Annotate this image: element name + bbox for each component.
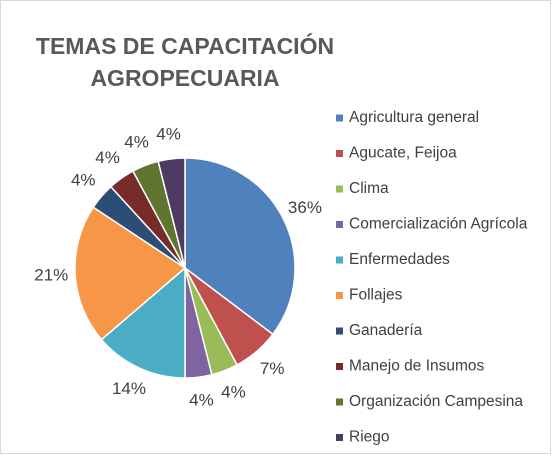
data-label: 4% bbox=[156, 125, 181, 144]
legend-marker bbox=[336, 114, 343, 122]
data-label: 4% bbox=[71, 170, 96, 189]
data-label: 4% bbox=[124, 133, 149, 152]
data-label: 36% bbox=[288, 198, 322, 217]
pie-slice bbox=[100, 266, 186, 379]
legend-marker bbox=[336, 221, 343, 228]
pie-slice bbox=[184, 157, 296, 336]
legend-marker bbox=[336, 185, 343, 193]
legend-label: Manejo de Insumos bbox=[349, 358, 485, 375]
legend-label: Enfermedades bbox=[349, 251, 450, 268]
chart-title: TEMAS DE CAPACITACIÓN AGROPECUARIA bbox=[36, 32, 334, 91]
legend-marker bbox=[336, 327, 343, 335]
legend-marker bbox=[336, 434, 343, 441]
legend-label: Riego bbox=[349, 429, 390, 446]
legend-label: Ganadería bbox=[349, 322, 423, 339]
legend-label: Agucate, Feijoa bbox=[349, 145, 457, 162]
legend-label: Organización Campesina bbox=[349, 393, 523, 410]
data-label: 4% bbox=[189, 390, 214, 409]
legend-marker bbox=[336, 363, 343, 370]
legend-marker bbox=[336, 256, 343, 264]
data-label: 7% bbox=[260, 359, 285, 378]
data-label: 21% bbox=[34, 266, 68, 285]
legend-label: Follajes bbox=[349, 287, 403, 304]
legend-marker bbox=[336, 292, 343, 299]
legend-label: Comercialización Agrícola bbox=[349, 216, 528, 233]
legend-marker bbox=[336, 150, 343, 157]
data-label: 4% bbox=[95, 148, 120, 167]
data-label: 4% bbox=[221, 382, 246, 401]
legend-label: Agricultura general bbox=[349, 109, 479, 126]
pie-slice bbox=[157, 157, 186, 269]
data-label: 14% bbox=[112, 379, 146, 398]
legend-label: Clima bbox=[349, 180, 389, 197]
pie-slice bbox=[74, 206, 187, 341]
legend-marker bbox=[336, 398, 343, 406]
